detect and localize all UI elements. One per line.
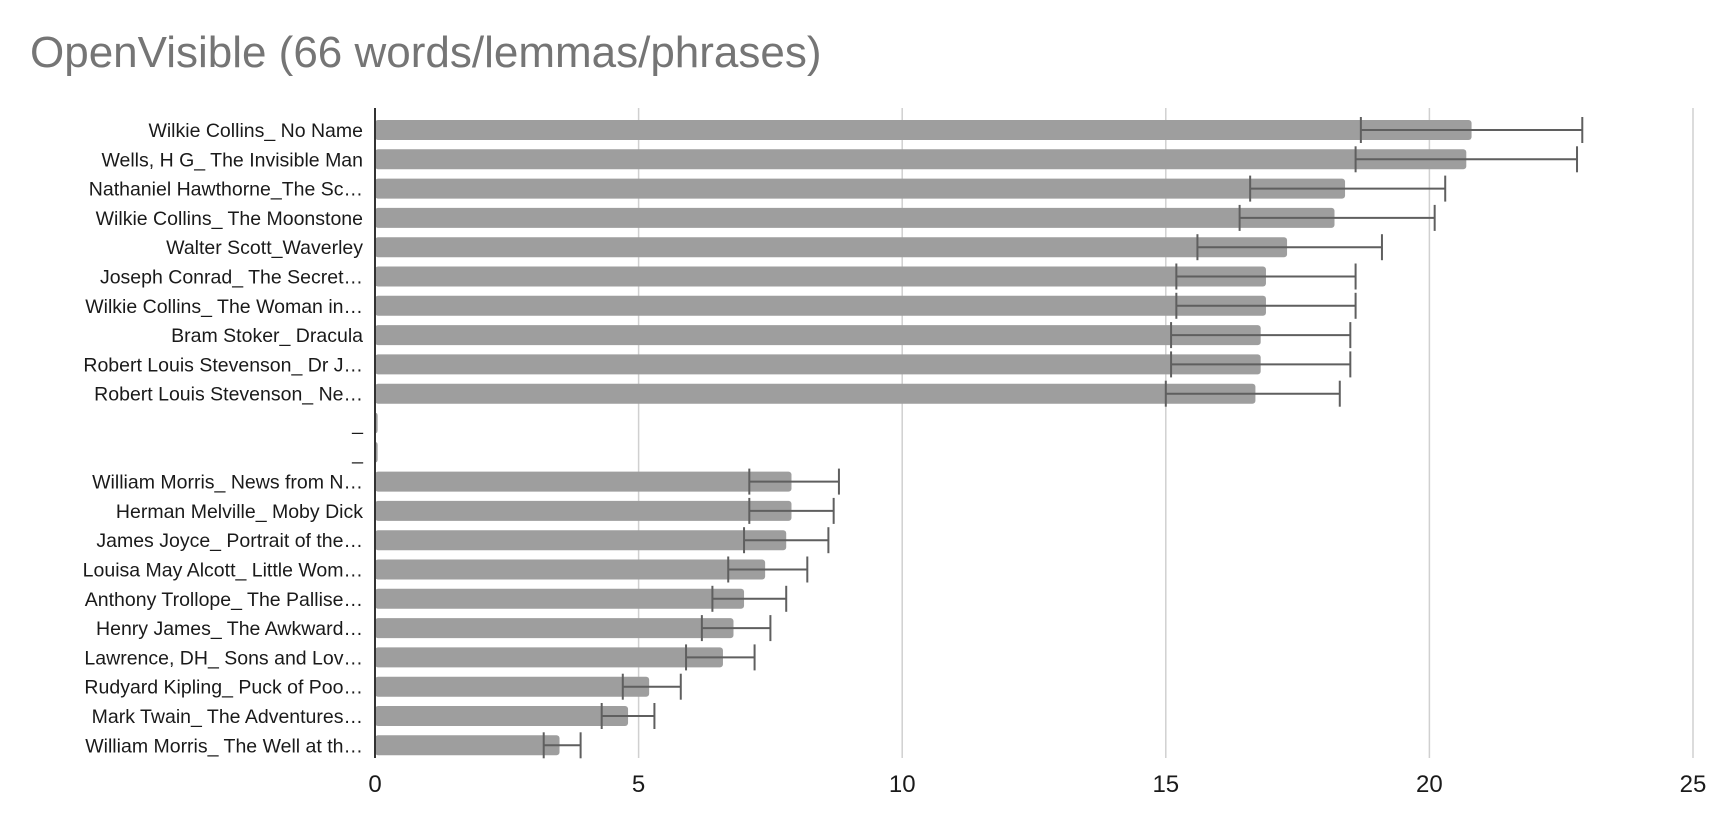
bar	[375, 178, 1346, 199]
x-tick-label: 5	[632, 771, 645, 798]
category-label: Rudyard Kipling_ Puck of Poo…	[84, 677, 363, 699]
bar	[375, 530, 787, 551]
x-tick-label: 25	[1680, 771, 1707, 798]
category-label: Wilkie Collins_ The Woman in…	[85, 296, 363, 318]
category-label: James Joyce_ Portrait of the…	[96, 530, 363, 552]
error-bars	[542, 117, 1584, 759]
category-label: _	[351, 442, 364, 464]
category-label: Herman Melville_ Moby Dick	[116, 501, 363, 523]
category-label: Robert Louis Stevenson_ Ne…	[94, 384, 363, 406]
category-label: Henry James_ The Awkward…	[96, 618, 363, 640]
category-label: Louisa May Alcott_ Little Wom…	[83, 560, 363, 582]
bar	[375, 354, 1261, 375]
category-label: Mark Twain_ The Adventures…	[92, 706, 363, 728]
gridlines	[637, 108, 1694, 758]
bar	[375, 266, 1266, 287]
x-tick-label: 10	[889, 771, 916, 798]
category-label: Lawrence, DH_ Sons and Lov…	[84, 647, 363, 669]
bar	[375, 559, 766, 580]
category-labels: Wilkie Collins_ No Name Wells, H G_ The I…	[83, 120, 364, 757]
x-tick-label: 0	[368, 771, 381, 798]
bar	[375, 647, 723, 668]
category-label: William Morris_ The Well at th…	[85, 735, 363, 757]
bar	[375, 149, 1467, 170]
category-label: _	[351, 413, 364, 435]
bar	[375, 588, 745, 609]
bar	[375, 676, 650, 697]
category-label: Wilkie Collins_ The Moonstone	[96, 208, 363, 230]
bars	[375, 120, 1472, 756]
bar	[375, 735, 560, 756]
category-label: Wells, H G_ The Invisible Man	[101, 149, 363, 171]
x-tick-label: 20	[1416, 771, 1443, 798]
chart-title: OpenVisible (66 words/lemmas/phrases)	[30, 28, 822, 77]
category-label: William Morris_ News from N…	[92, 472, 363, 494]
x-tick-label: 15	[1152, 771, 1179, 798]
bar	[375, 207, 1335, 228]
category-label: Anthony Trollope_ The Pallise…	[85, 589, 363, 611]
category-label: Bram Stoker_ Dracula	[171, 325, 363, 347]
bar	[375, 325, 1261, 346]
bar	[375, 295, 1266, 316]
bar	[375, 706, 629, 726]
bar	[375, 383, 1256, 404]
category-label: Nathaniel Hawthorne_The Sc…	[89, 179, 363, 201]
bar	[375, 237, 1288, 258]
x-axis-ticks: 0 5 10 15 20 25	[368, 771, 1706, 798]
bar	[375, 471, 792, 492]
bar	[375, 618, 734, 639]
category-label: Joseph Conrad_ The Secret…	[100, 267, 363, 289]
bar	[375, 120, 1472, 140]
category-label: Walter Scott_Waverley	[166, 237, 363, 259]
category-label: Wilkie Collins_ No Name	[148, 120, 363, 142]
bar	[375, 500, 792, 521]
category-label: Robert Louis Stevenson_ Dr J…	[83, 354, 363, 376]
